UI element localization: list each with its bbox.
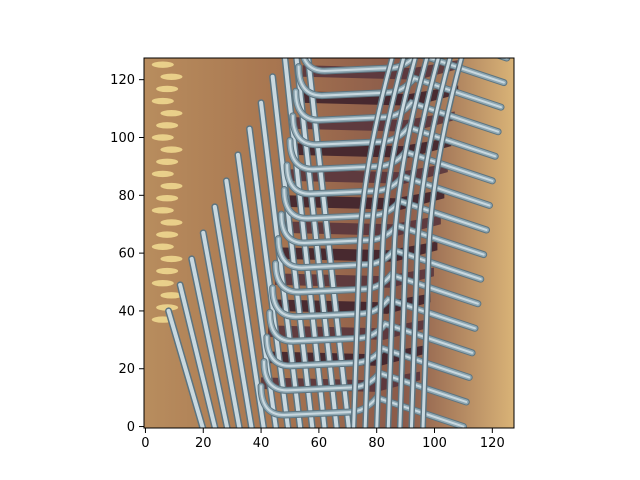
floor-highlight — [151, 61, 174, 68]
floor-highlight — [151, 207, 174, 214]
y-tick-label: 20 — [118, 362, 135, 377]
chair-frame-highlight — [503, 58, 508, 59]
chair-leg — [259, 100, 303, 428]
floor-highlight — [151, 97, 174, 105]
floor-highlight — [160, 219, 183, 226]
x-tick-label: 40 — [253, 436, 270, 451]
chair-rod — [363, 58, 406, 428]
floor-highlight — [160, 110, 183, 117]
shadow-band — [306, 33, 465, 53]
x-axis: 0 20 40 60 80 100 120 — [141, 428, 505, 451]
floor-highlight — [151, 243, 174, 250]
floor-highlight — [156, 231, 179, 238]
chair-leg — [178, 282, 218, 428]
chair-rod-group — [165, 58, 511, 428]
chair-rod — [352, 58, 394, 428]
chair-frame-highlight — [288, 139, 494, 182]
floor-highlight — [151, 170, 174, 178]
chair-frame-highlight — [294, 90, 500, 133]
chair-rod — [398, 58, 440, 428]
floor-highlight — [160, 255, 183, 263]
chair-frame-highlight — [280, 213, 485, 256]
chair-frame-highlight — [291, 114, 497, 158]
chair-frame-highlight — [260, 385, 465, 428]
x-tick-label: 60 — [311, 436, 328, 451]
chair-leg — [166, 308, 205, 428]
chair-frame-highlight — [274, 262, 479, 305]
chair-frame — [498, 58, 510, 61]
chair-leg — [270, 74, 315, 428]
shadow-band — [268, 319, 427, 340]
y-tick-label: 80 — [118, 189, 135, 204]
y-tick-label: 0 — [127, 420, 135, 435]
chair-rod — [386, 58, 429, 428]
x-tick-label: 0 — [141, 436, 149, 451]
chair-leg — [212, 204, 254, 428]
y-tick-label: 100 — [110, 131, 135, 146]
chair-rod — [375, 58, 417, 428]
image-frame — [143, 57, 515, 429]
x-tick-label: 80 — [368, 436, 385, 451]
y-tick-label: 40 — [118, 304, 135, 319]
floor-highlight — [151, 279, 174, 287]
y-axis: 0 20 40 60 80 100 120 — [110, 73, 144, 435]
floor-highlight — [151, 134, 174, 141]
floor-highlight — [156, 122, 179, 129]
floor-highlight — [156, 267, 179, 275]
chair-leg — [189, 256, 230, 428]
floor-highlight — [160, 292, 183, 299]
floor-highlight — [160, 73, 183, 80]
floor-highlight — [156, 85, 179, 93]
chair-frame-shadow — [495, 58, 511, 62]
image-plot-area — [144, 33, 514, 428]
floor-highlight — [156, 194, 179, 202]
x-tick-label: 100 — [422, 436, 447, 451]
x-tick-label: 120 — [480, 436, 505, 451]
floor-highlight — [160, 146, 183, 153]
chair-frame-highlight — [277, 237, 482, 281]
chair-rod — [421, 58, 464, 428]
floor-highlight — [156, 158, 179, 165]
floor-highlight — [160, 182, 183, 190]
y-tick-label: 120 — [110, 73, 135, 88]
chair-leg — [201, 230, 242, 428]
x-tick-label: 20 — [195, 436, 212, 451]
y-tick-label: 60 — [118, 247, 135, 262]
chair-leg — [247, 126, 291, 428]
chair-rod — [409, 58, 452, 428]
floor-highlight — [156, 304, 179, 311]
chair-frame-highlight — [262, 360, 468, 403]
